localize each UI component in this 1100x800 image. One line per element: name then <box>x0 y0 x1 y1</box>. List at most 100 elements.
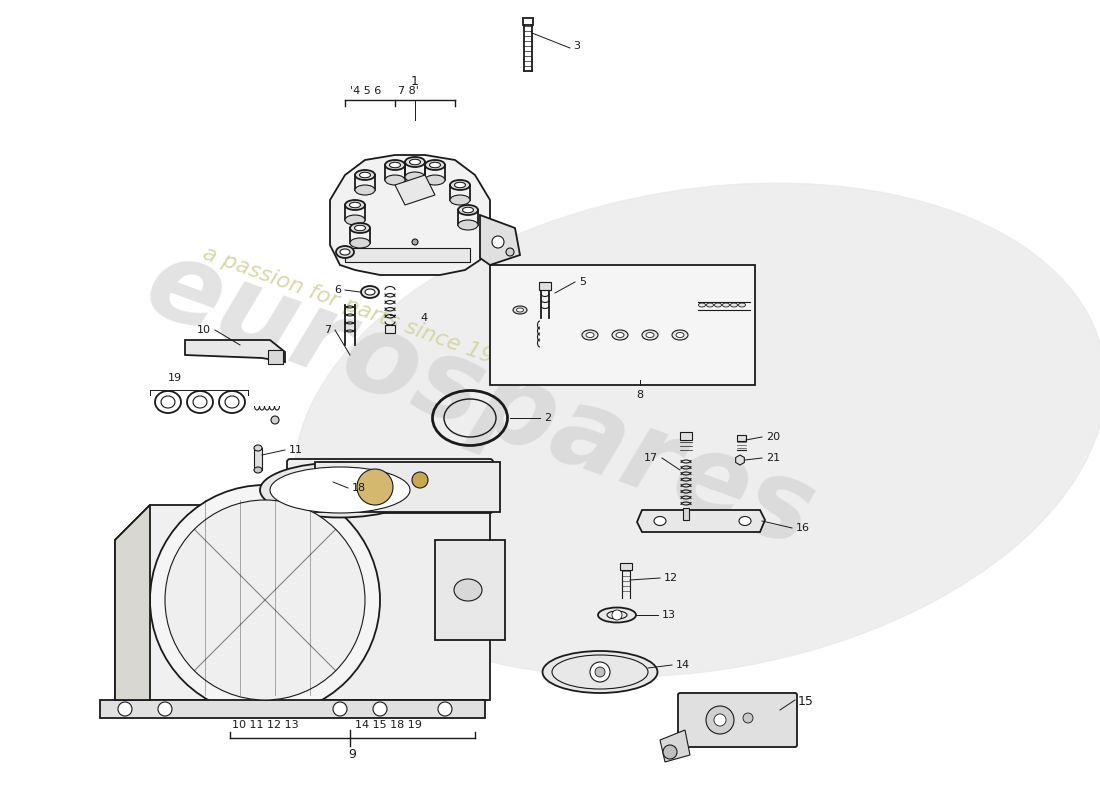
Ellipse shape <box>340 249 350 255</box>
Text: 15: 15 <box>798 695 814 708</box>
Polygon shape <box>395 175 434 205</box>
FancyBboxPatch shape <box>287 459 493 513</box>
Ellipse shape <box>646 333 654 338</box>
Text: 8: 8 <box>637 390 644 400</box>
Bar <box>539 282 551 290</box>
Ellipse shape <box>354 226 365 230</box>
Text: 11: 11 <box>289 445 302 455</box>
Circle shape <box>150 485 380 715</box>
Circle shape <box>412 239 418 245</box>
Ellipse shape <box>450 195 470 205</box>
Ellipse shape <box>336 246 354 258</box>
Circle shape <box>158 702 172 716</box>
Polygon shape <box>480 215 520 265</box>
Bar <box>315 462 500 512</box>
Ellipse shape <box>715 303 722 307</box>
Ellipse shape <box>582 330 598 340</box>
Circle shape <box>358 469 393 505</box>
Ellipse shape <box>425 160 446 170</box>
Ellipse shape <box>361 286 379 298</box>
Circle shape <box>506 248 514 256</box>
Circle shape <box>742 713 754 723</box>
Ellipse shape <box>458 220 478 230</box>
Text: 19: 19 <box>168 373 183 383</box>
Ellipse shape <box>542 651 658 693</box>
Circle shape <box>663 745 676 759</box>
Ellipse shape <box>350 238 370 248</box>
Ellipse shape <box>350 202 361 208</box>
Ellipse shape <box>345 215 365 225</box>
Ellipse shape <box>706 303 714 307</box>
Circle shape <box>714 714 726 726</box>
Ellipse shape <box>672 330 688 340</box>
Text: eurospares: eurospares <box>132 230 828 570</box>
Ellipse shape <box>454 579 482 601</box>
Text: 20: 20 <box>766 432 780 442</box>
Ellipse shape <box>739 517 751 526</box>
Polygon shape <box>116 505 320 700</box>
Ellipse shape <box>405 157 425 167</box>
Ellipse shape <box>345 200 365 210</box>
Circle shape <box>271 416 279 424</box>
Text: 1: 1 <box>411 75 419 88</box>
Bar <box>254 448 262 470</box>
Text: 3: 3 <box>573 41 580 51</box>
Text: 7 8': 7 8' <box>398 86 419 96</box>
Ellipse shape <box>389 162 400 168</box>
Ellipse shape <box>730 303 737 307</box>
Circle shape <box>373 702 387 716</box>
Bar <box>100 700 485 718</box>
Text: 17: 17 <box>644 453 658 463</box>
Ellipse shape <box>355 170 375 180</box>
Text: 14 15 18 19: 14 15 18 19 <box>355 720 422 730</box>
Ellipse shape <box>723 303 729 307</box>
Ellipse shape <box>254 445 262 451</box>
Ellipse shape <box>642 330 658 340</box>
Ellipse shape <box>270 467 410 513</box>
Circle shape <box>706 706 734 734</box>
Polygon shape <box>185 340 285 362</box>
Ellipse shape <box>586 333 594 338</box>
Polygon shape <box>637 510 764 532</box>
Ellipse shape <box>385 160 405 170</box>
Text: 18: 18 <box>352 483 366 493</box>
Text: 2: 2 <box>544 413 551 423</box>
Ellipse shape <box>385 175 405 185</box>
Bar <box>620 563 632 570</box>
Bar <box>683 508 689 520</box>
Bar <box>522 18 534 25</box>
Ellipse shape <box>513 306 527 314</box>
Ellipse shape <box>254 467 262 473</box>
Bar <box>737 435 746 441</box>
Ellipse shape <box>676 333 684 338</box>
Circle shape <box>595 667 605 677</box>
Ellipse shape <box>462 207 473 213</box>
Ellipse shape <box>355 185 375 195</box>
Ellipse shape <box>450 180 470 190</box>
Circle shape <box>333 702 346 716</box>
Text: 9: 9 <box>348 748 356 761</box>
Ellipse shape <box>738 303 746 307</box>
Circle shape <box>492 236 504 248</box>
Bar <box>490 265 755 385</box>
Text: 10: 10 <box>197 325 211 335</box>
Text: 21: 21 <box>766 453 780 463</box>
Ellipse shape <box>517 308 524 312</box>
Ellipse shape <box>360 172 371 178</box>
Text: 12: 12 <box>664 573 678 583</box>
Ellipse shape <box>294 183 1100 677</box>
Ellipse shape <box>350 223 370 233</box>
Text: 6: 6 <box>334 285 341 295</box>
Bar <box>680 432 692 440</box>
Polygon shape <box>345 248 470 262</box>
Ellipse shape <box>429 162 440 168</box>
Text: 16: 16 <box>796 523 810 533</box>
Bar <box>385 325 395 333</box>
Ellipse shape <box>612 330 628 340</box>
Text: a passion for parts since 1985: a passion for parts since 1985 <box>200 243 522 377</box>
Ellipse shape <box>260 462 420 518</box>
Ellipse shape <box>405 172 425 182</box>
Polygon shape <box>330 155 490 275</box>
Ellipse shape <box>454 182 465 188</box>
Ellipse shape <box>365 289 375 295</box>
